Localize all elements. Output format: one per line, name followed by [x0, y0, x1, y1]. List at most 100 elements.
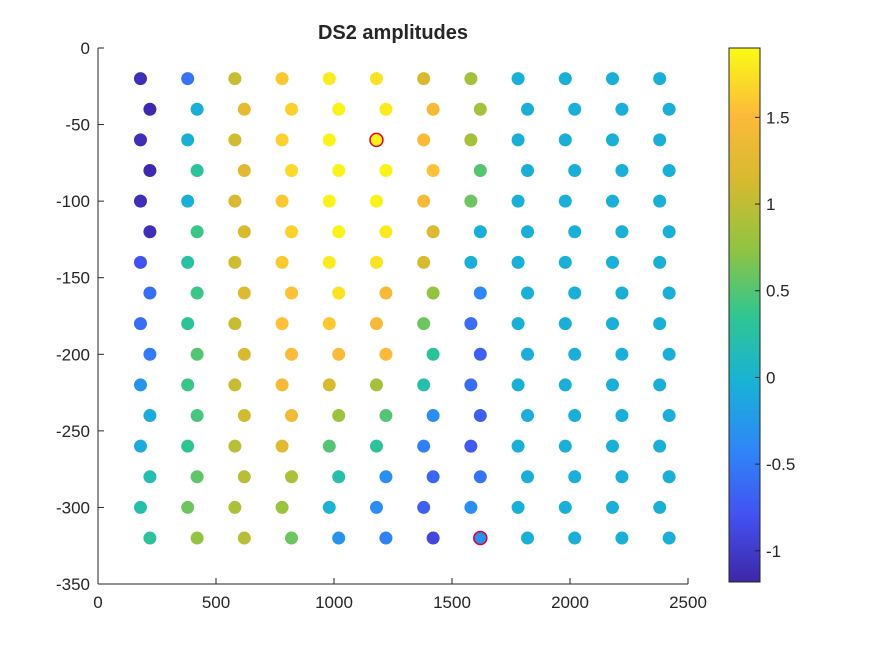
data-point: [558, 500, 572, 514]
data-point: [285, 102, 299, 116]
data-point: [285, 225, 299, 239]
data-point: [605, 317, 619, 331]
data-point: [133, 133, 147, 147]
data-point: [379, 409, 393, 423]
data-point: [332, 225, 346, 239]
data-point: [615, 409, 629, 423]
data-point: [332, 470, 346, 484]
highlighted-data-point: [369, 132, 384, 148]
data-point: [237, 225, 251, 239]
data-point: [426, 531, 440, 545]
data-point: [653, 439, 667, 453]
data-point: [190, 470, 204, 484]
data-point: [511, 72, 525, 86]
data-point: [143, 164, 157, 178]
data-point: [417, 72, 431, 86]
data-point: [662, 102, 676, 116]
data-point: [369, 317, 383, 331]
data-point: [417, 255, 431, 269]
data-point: [133, 317, 147, 331]
data-point: [521, 347, 535, 361]
data-point: [615, 286, 629, 300]
data-point: [275, 317, 289, 331]
data-point: [237, 102, 251, 116]
y-tick-label: 0: [81, 39, 90, 58]
data-point: [133, 72, 147, 86]
data-point: [426, 164, 440, 178]
y-tick-label: -150: [56, 269, 90, 288]
data-point: [615, 225, 629, 239]
data-point: [322, 255, 336, 269]
data-point: [558, 439, 572, 453]
axes: 0 500 1000 1500 2000 2500 0 -50 -100 -150 -200 -250…: [56, 39, 707, 612]
data-point: [228, 255, 242, 269]
data-point: [143, 531, 157, 545]
data-point: [521, 102, 535, 116]
y-tick-label: -50: [65, 116, 90, 135]
data-point: [653, 255, 667, 269]
data-point: [653, 500, 667, 514]
data-point: [568, 470, 582, 484]
data-point: [379, 470, 393, 484]
data-point: [181, 378, 195, 392]
data-point: [511, 500, 525, 514]
colorbar: -1 -0.5 0 0.5 1 1.5: [728, 47, 795, 583]
data-point: [464, 317, 478, 331]
data-point: [464, 72, 478, 86]
data-point: [662, 470, 676, 484]
data-point: [181, 72, 195, 86]
data-point: [568, 531, 582, 545]
x-tick-label: 0: [93, 593, 102, 612]
data-point: [190, 409, 204, 423]
data-point: [605, 255, 619, 269]
data-point: [181, 255, 195, 269]
data-point: [181, 194, 195, 208]
data-point: [511, 317, 525, 331]
data-point: [521, 470, 535, 484]
data-point: [237, 531, 251, 545]
data-point: [605, 378, 619, 392]
data-point: [285, 164, 299, 178]
data-point: [417, 317, 431, 331]
data-point: [190, 225, 204, 239]
chart-title: DS2 amplitudes: [318, 22, 468, 44]
data-point: [426, 225, 440, 239]
data-point: [285, 531, 299, 545]
data-point: [332, 347, 346, 361]
data-point: [511, 255, 525, 269]
data-point: [511, 194, 525, 208]
data-point: [237, 164, 251, 178]
data-point: [605, 194, 619, 208]
data-point: [379, 164, 393, 178]
data-point: [133, 439, 147, 453]
colorbar-tick-label: 0: [766, 368, 775, 387]
data-point: [464, 378, 478, 392]
colorbar-tick-label: 0.5: [766, 282, 790, 301]
data-point: [662, 531, 676, 545]
data-point: [379, 286, 393, 300]
data-point: [228, 194, 242, 208]
data-point: [568, 225, 582, 239]
data-point: [133, 500, 147, 514]
data-point: [605, 439, 619, 453]
data-point: [143, 347, 157, 361]
data-point: [615, 347, 629, 361]
data-point: [275, 255, 289, 269]
data-point: [379, 102, 393, 116]
data-point: [322, 317, 336, 331]
data-point: [426, 409, 440, 423]
data-point: [181, 317, 195, 331]
data-point: [190, 164, 204, 178]
data-point: [275, 439, 289, 453]
data-point: [521, 225, 535, 239]
data-point: [379, 225, 393, 239]
data-point: [228, 72, 242, 86]
data-point: [615, 102, 629, 116]
data-point: [417, 378, 431, 392]
data-point: [285, 347, 299, 361]
data-point: [190, 286, 204, 300]
data-point: [228, 500, 242, 514]
data-point: [369, 72, 383, 86]
